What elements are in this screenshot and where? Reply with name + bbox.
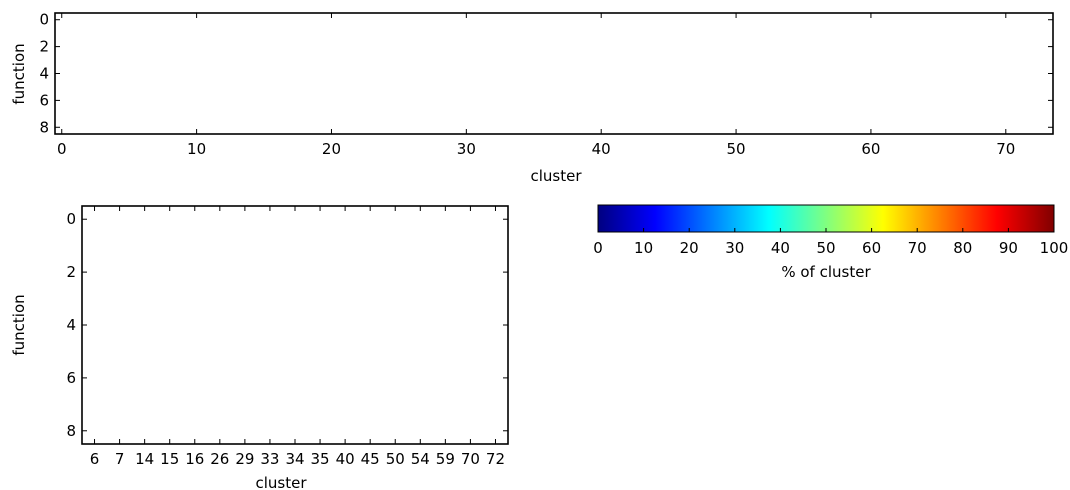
colorbar-fill: [597, 204, 1055, 233]
colorbar-tick-label: 20: [680, 239, 699, 257]
colorbar-tick-label: 70: [908, 239, 927, 257]
bottom-x-tick-label: 14: [135, 450, 154, 468]
top-plot-area: [54, 12, 1054, 135]
bottom-y-axis-label: function: [10, 294, 28, 355]
bottom-y-tick-label: 4: [66, 316, 76, 334]
colorbar-tick-label: 60: [862, 239, 881, 257]
top-x-tick-label: 20: [322, 140, 341, 158]
bottom-x-tick-label: 15: [160, 450, 179, 468]
top-y-tick-label: 6: [39, 91, 49, 109]
bottom-y-tick-label: 2: [66, 263, 76, 281]
colorbar-tick-label: 40: [771, 239, 790, 257]
colorbar-tick-label: 80: [953, 239, 972, 257]
bottom-plot-area: [81, 205, 509, 445]
colorbar-tick-label: 100: [1040, 239, 1069, 257]
top-x-tick-label: 30: [457, 140, 476, 158]
bottom-x-tick-label: 40: [336, 450, 355, 468]
bottom-y-tick-label: 6: [66, 369, 76, 387]
bottom-x-tick-label: 6: [90, 450, 100, 468]
bottom-x-tick-label: 54: [411, 450, 430, 468]
top-x-tick-label: 0: [57, 140, 67, 158]
top-y-tick-label: 0: [39, 11, 49, 29]
bottom-x-tick-label: 33: [260, 450, 279, 468]
top-x-tick-label: 10: [187, 140, 206, 158]
bottom-x-tick-label: 70: [461, 450, 480, 468]
top-y-axis-label: function: [10, 43, 28, 104]
bottom-y-tick-label: 8: [66, 422, 76, 440]
bottom-x-tick-label: 26: [210, 450, 229, 468]
bottom-heatmap: cluster function 6 7 14 15 16 26 29 33 34 35 40 45 5…: [10, 205, 509, 490]
bottom-x-tick-label: 50: [386, 450, 405, 468]
top-y-tick-label: 4: [39, 65, 49, 83]
bottom-y-tick-label: 0: [66, 210, 76, 228]
top-y-tick-label: 2: [39, 38, 49, 56]
top-heatmap: cluster function 0 10 20 30 40 50 60 70 0 2 4 6 8: [10, 11, 1054, 185]
bottom-x-tick-label: 16: [185, 450, 204, 468]
bottom-x-tick-label: 72: [486, 450, 505, 468]
colorbar-tick-label: 30: [725, 239, 744, 257]
bottom-x-tick-label: 59: [436, 450, 455, 468]
bottom-x-tick-label: 29: [235, 450, 254, 468]
bottom-x-tick-label: 45: [361, 450, 380, 468]
top-x-axis-label: cluster: [530, 167, 582, 185]
bottom-x-tick-label: 34: [285, 450, 304, 468]
colorbar-tick-label: 90: [999, 239, 1018, 257]
colorbar-tick-label: 50: [816, 239, 835, 257]
colorbar-label: % of cluster: [781, 263, 871, 281]
top-x-tick-label: 60: [861, 140, 880, 158]
top-x-tick-label: 70: [996, 140, 1015, 158]
colorbar: % of cluster 0 10 20 30 40 50 60 70 80 90 100: [593, 204, 1069, 281]
colorbar-tick-label: 0: [593, 239, 603, 257]
top-x-tick-label: 50: [727, 140, 746, 158]
bottom-x-tick-label: 7: [115, 450, 125, 468]
top-x-tick-label: 40: [592, 140, 611, 158]
bottom-x-axis-label: cluster: [255, 474, 307, 490]
bottom-x-tick-label: 35: [311, 450, 330, 468]
colorbar-tick-label: 10: [634, 239, 653, 257]
top-y-tick-label: 8: [39, 118, 49, 136]
